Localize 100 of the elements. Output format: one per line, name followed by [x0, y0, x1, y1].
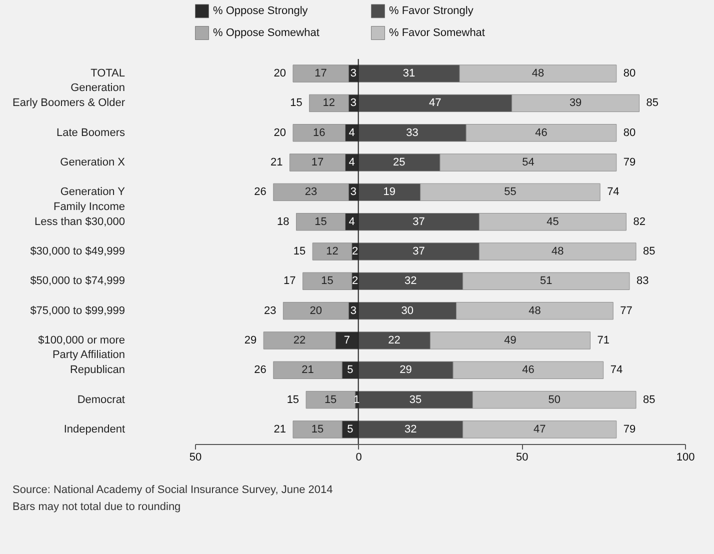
x-tick-label: 50 [189, 452, 202, 464]
x-tick-label: 50 [516, 452, 528, 464]
text: 83 [636, 275, 649, 288]
data-label: 15 [314, 216, 327, 228]
data-label: 46 [522, 364, 534, 376]
text: 77 [620, 304, 632, 317]
data-label: 1 [354, 394, 360, 406]
data-label: 37 [412, 216, 425, 228]
y-tick-label: Generation Y [60, 186, 126, 198]
y-tick-label: $50,000 to $74,999 [30, 275, 125, 288]
y-tick-label: Generation X [60, 156, 126, 169]
data-label: 47 [534, 423, 546, 436]
text: 15 [286, 394, 300, 406]
text: 74 [610, 364, 623, 376]
text: 20 [274, 126, 286, 139]
text: 80 [623, 68, 636, 80]
text: 74 [607, 186, 620, 198]
data-label: 4 [348, 216, 355, 228]
data-label: 49 [504, 334, 516, 346]
data-label: 55 [504, 186, 516, 198]
x-tick-label: 0 [356, 452, 362, 464]
data-label: 48 [532, 68, 544, 80]
data-label: 15 [321, 275, 334, 288]
text: 21 [270, 156, 283, 169]
y-tick-label: $75,000 to $99,999 [30, 304, 125, 317]
data-label: 3 [350, 186, 356, 198]
text: 15 [293, 246, 306, 258]
text: 18 [277, 216, 290, 228]
legend-label: % Favor Strongly [389, 5, 474, 18]
data-label: 4 [348, 126, 355, 139]
legend-label: % Favor Somewhat [389, 27, 485, 39]
data-label: 2 [352, 246, 358, 258]
data-label: 4 [348, 156, 355, 169]
text: 21 [274, 423, 286, 436]
bar [306, 390, 356, 409]
y-tick-label: Independent [64, 423, 125, 436]
legend-label: % Oppose Strongly [213, 5, 308, 18]
y-tick-label: $100,000 or more [38, 334, 125, 346]
data-label: 22 [388, 334, 400, 346]
source-note: Source: National Academy of Social Insurance Survey, June 2014 [12, 484, 333, 496]
data-label: 5 [347, 364, 354, 376]
data-label: 25 [393, 156, 406, 169]
text: 79 [623, 156, 636, 169]
data-label: 32 [404, 275, 417, 288]
text: 26 [254, 364, 266, 376]
data-label: 22 [293, 334, 306, 346]
data-label: 12 [322, 97, 336, 110]
y-tick-label: $30,000 to $49,999 [30, 246, 125, 258]
y-tick-label: Party Affiliation Republican [52, 349, 125, 376]
y-tick-label: Generation Early Boomers & Older [12, 82, 126, 110]
data-label: 48 [528, 304, 541, 317]
text: 85 [643, 246, 656, 258]
text: 79 [623, 423, 636, 436]
data-label: 35 [409, 394, 422, 406]
data-label: 32 [404, 423, 417, 436]
data-label: 21 [302, 364, 314, 376]
text: 15 [290, 97, 302, 110]
data-label: 19 [383, 186, 396, 198]
data-label: 7 [344, 334, 350, 346]
text: 80 [623, 126, 636, 139]
y-tick-label: Family Income Less than $30,000 [34, 200, 125, 228]
data-label: 48 [551, 246, 564, 258]
text: 85 [646, 97, 659, 110]
data-label: 15 [324, 394, 337, 406]
data-label: 2 [352, 275, 358, 288]
data-label: 47 [428, 97, 442, 110]
data-label: 16 [313, 126, 326, 139]
data-label: 17 [311, 156, 324, 169]
text: Bars may not total due to rounding [12, 501, 181, 513]
data-label: 33 [406, 126, 418, 139]
text: 71 [597, 334, 610, 346]
data-label: 3 [350, 68, 356, 80]
text: 26 [254, 186, 266, 198]
data-label: 46 [535, 126, 548, 139]
data-label: 17 [314, 68, 327, 80]
data-label: 29 [400, 364, 412, 376]
data-label: 45 [546, 216, 559, 228]
legend-label: % Oppose Somewhat [213, 27, 320, 39]
data-label: 3 [350, 304, 356, 317]
data-label: 50 [548, 394, 560, 406]
text: 17 [284, 275, 296, 288]
data-label: 37 [412, 246, 425, 258]
data-label: 54 [522, 156, 534, 169]
y-tick-label: TOTAL [90, 68, 125, 80]
data-label: 5 [347, 423, 354, 436]
data-label: 3 [350, 97, 356, 110]
data-label: 12 [326, 246, 338, 258]
text: 82 [633, 216, 646, 228]
text: 29 [244, 334, 257, 346]
data-label: 39 [569, 97, 582, 110]
data-label: 15 [311, 423, 324, 436]
data-label: 20 [310, 304, 322, 317]
y-tick-label: Democrat [77, 394, 125, 406]
y-tick-label: Late Boomers [56, 126, 126, 139]
data-label: 51 [540, 275, 552, 288]
data-label: 30 [401, 304, 414, 317]
text: 20 [274, 68, 286, 80]
x-tick-label: 100 [676, 452, 695, 464]
data-label: 31 [402, 68, 416, 80]
text: 23 [264, 304, 276, 317]
